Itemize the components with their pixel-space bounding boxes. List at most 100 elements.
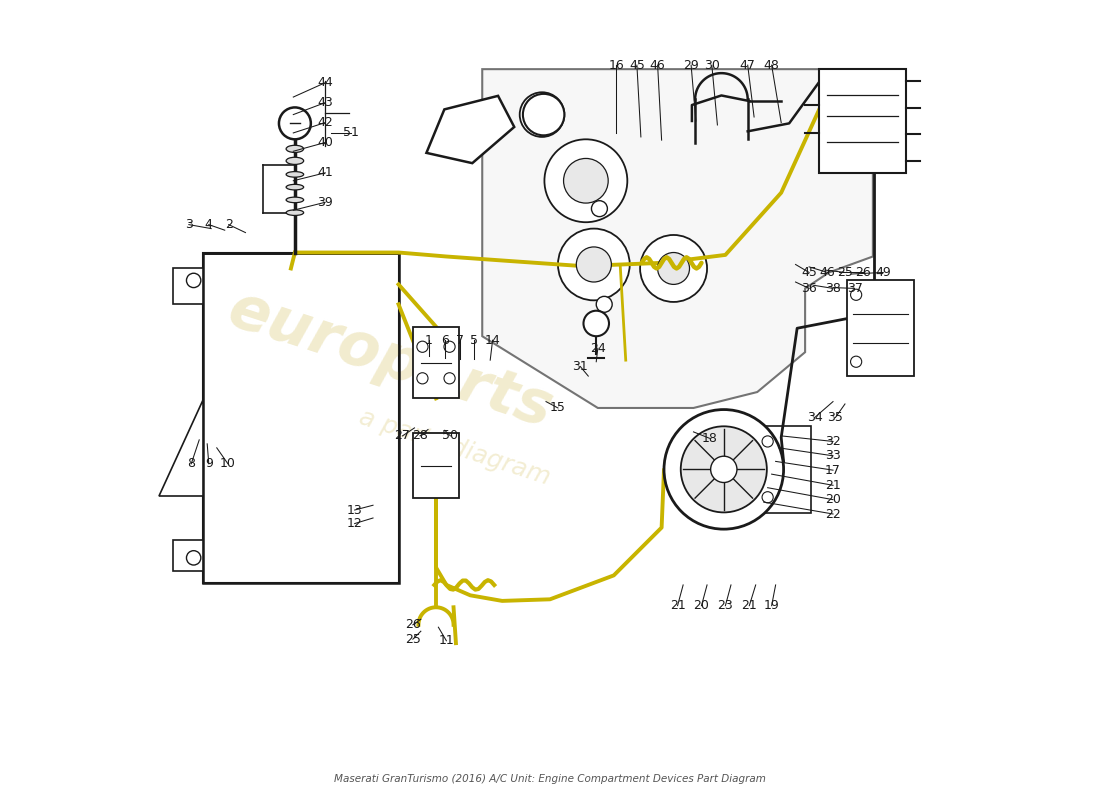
Circle shape bbox=[583, 310, 609, 336]
Circle shape bbox=[640, 235, 707, 302]
Text: 10: 10 bbox=[220, 458, 235, 470]
Text: 25: 25 bbox=[405, 633, 421, 646]
Text: 14: 14 bbox=[485, 334, 501, 346]
Text: 23: 23 bbox=[717, 599, 734, 612]
Text: 27: 27 bbox=[395, 430, 410, 442]
Bar bbox=[412, 326, 459, 398]
Text: 12: 12 bbox=[346, 517, 363, 530]
Circle shape bbox=[664, 410, 783, 529]
Text: 16: 16 bbox=[608, 58, 624, 72]
Text: 21: 21 bbox=[670, 599, 685, 612]
Circle shape bbox=[522, 94, 564, 135]
Text: 20: 20 bbox=[693, 599, 710, 612]
Text: 46: 46 bbox=[820, 266, 835, 279]
Text: 41: 41 bbox=[317, 166, 333, 179]
Circle shape bbox=[187, 274, 201, 287]
Circle shape bbox=[850, 289, 861, 300]
Text: 8: 8 bbox=[187, 458, 196, 470]
Text: 38: 38 bbox=[825, 282, 842, 295]
Text: 3: 3 bbox=[185, 218, 192, 231]
Text: 44: 44 bbox=[317, 76, 333, 90]
Circle shape bbox=[444, 373, 455, 384]
Text: 13: 13 bbox=[346, 503, 363, 517]
Polygon shape bbox=[427, 96, 514, 163]
Text: 20: 20 bbox=[825, 493, 842, 506]
Text: 48: 48 bbox=[763, 58, 780, 72]
Text: 40: 40 bbox=[317, 136, 333, 149]
Circle shape bbox=[519, 92, 564, 137]
Ellipse shape bbox=[286, 184, 304, 190]
Text: 21: 21 bbox=[741, 599, 757, 612]
Circle shape bbox=[850, 356, 861, 367]
Text: Maserati GranTurismo (2016) A/C Unit: Engine Compartment Devices Part Diagram: Maserati GranTurismo (2016) A/C Unit: En… bbox=[334, 774, 766, 784]
Text: 45: 45 bbox=[629, 58, 645, 72]
Text: 34: 34 bbox=[806, 411, 823, 424]
Ellipse shape bbox=[286, 158, 304, 165]
Text: 46: 46 bbox=[650, 58, 666, 72]
Circle shape bbox=[681, 426, 767, 513]
Text: 6: 6 bbox=[441, 334, 449, 346]
Circle shape bbox=[563, 158, 608, 203]
Text: 11: 11 bbox=[439, 634, 454, 647]
Text: 22: 22 bbox=[825, 507, 840, 521]
Text: 36: 36 bbox=[801, 282, 817, 295]
Text: 42: 42 bbox=[317, 116, 333, 129]
Text: 33: 33 bbox=[825, 450, 840, 462]
Polygon shape bbox=[204, 253, 398, 583]
Text: 49: 49 bbox=[876, 266, 891, 279]
Text: 43: 43 bbox=[317, 96, 333, 109]
Text: 50: 50 bbox=[442, 430, 459, 442]
Text: 35: 35 bbox=[827, 411, 844, 424]
Polygon shape bbox=[173, 269, 204, 304]
Circle shape bbox=[762, 492, 773, 503]
Text: 31: 31 bbox=[572, 360, 588, 373]
Circle shape bbox=[558, 229, 629, 300]
Circle shape bbox=[187, 550, 201, 565]
Text: 28: 28 bbox=[412, 430, 428, 442]
Circle shape bbox=[596, 296, 613, 312]
Polygon shape bbox=[173, 539, 204, 571]
Text: 1: 1 bbox=[425, 334, 432, 346]
Ellipse shape bbox=[286, 210, 304, 215]
Bar bbox=[820, 69, 905, 173]
Text: 32: 32 bbox=[825, 435, 840, 448]
Circle shape bbox=[444, 341, 455, 352]
Text: 18: 18 bbox=[702, 432, 717, 445]
Bar bbox=[847, 281, 914, 376]
Circle shape bbox=[711, 456, 737, 482]
Text: europarts: europarts bbox=[221, 280, 560, 440]
Text: 37: 37 bbox=[847, 282, 862, 295]
Circle shape bbox=[531, 103, 553, 126]
Circle shape bbox=[762, 436, 773, 447]
Text: 4: 4 bbox=[205, 218, 212, 231]
Text: 7: 7 bbox=[455, 334, 464, 346]
Text: 47: 47 bbox=[740, 58, 756, 72]
Text: 19: 19 bbox=[763, 599, 780, 612]
Bar bbox=[412, 434, 459, 498]
Text: 21: 21 bbox=[825, 479, 840, 492]
Bar bbox=[760, 426, 812, 514]
Circle shape bbox=[658, 253, 690, 285]
Circle shape bbox=[417, 341, 428, 352]
Ellipse shape bbox=[286, 197, 304, 202]
Text: 51: 51 bbox=[343, 126, 359, 139]
Text: a parts diagram: a parts diagram bbox=[355, 406, 553, 490]
Text: 26: 26 bbox=[405, 618, 421, 631]
Text: 2: 2 bbox=[224, 218, 233, 231]
Text: 5: 5 bbox=[471, 334, 478, 346]
Text: 24: 24 bbox=[590, 342, 606, 354]
Text: 39: 39 bbox=[317, 196, 333, 209]
Ellipse shape bbox=[286, 146, 304, 153]
Ellipse shape bbox=[286, 171, 304, 177]
Circle shape bbox=[592, 201, 607, 217]
Circle shape bbox=[417, 373, 428, 384]
Text: 9: 9 bbox=[205, 458, 212, 470]
Polygon shape bbox=[482, 69, 873, 408]
Text: 26: 26 bbox=[856, 266, 871, 279]
Circle shape bbox=[544, 139, 627, 222]
Text: 45: 45 bbox=[801, 266, 817, 279]
Circle shape bbox=[576, 247, 612, 282]
Text: 15: 15 bbox=[550, 402, 565, 414]
Polygon shape bbox=[160, 400, 204, 496]
Circle shape bbox=[279, 107, 311, 139]
